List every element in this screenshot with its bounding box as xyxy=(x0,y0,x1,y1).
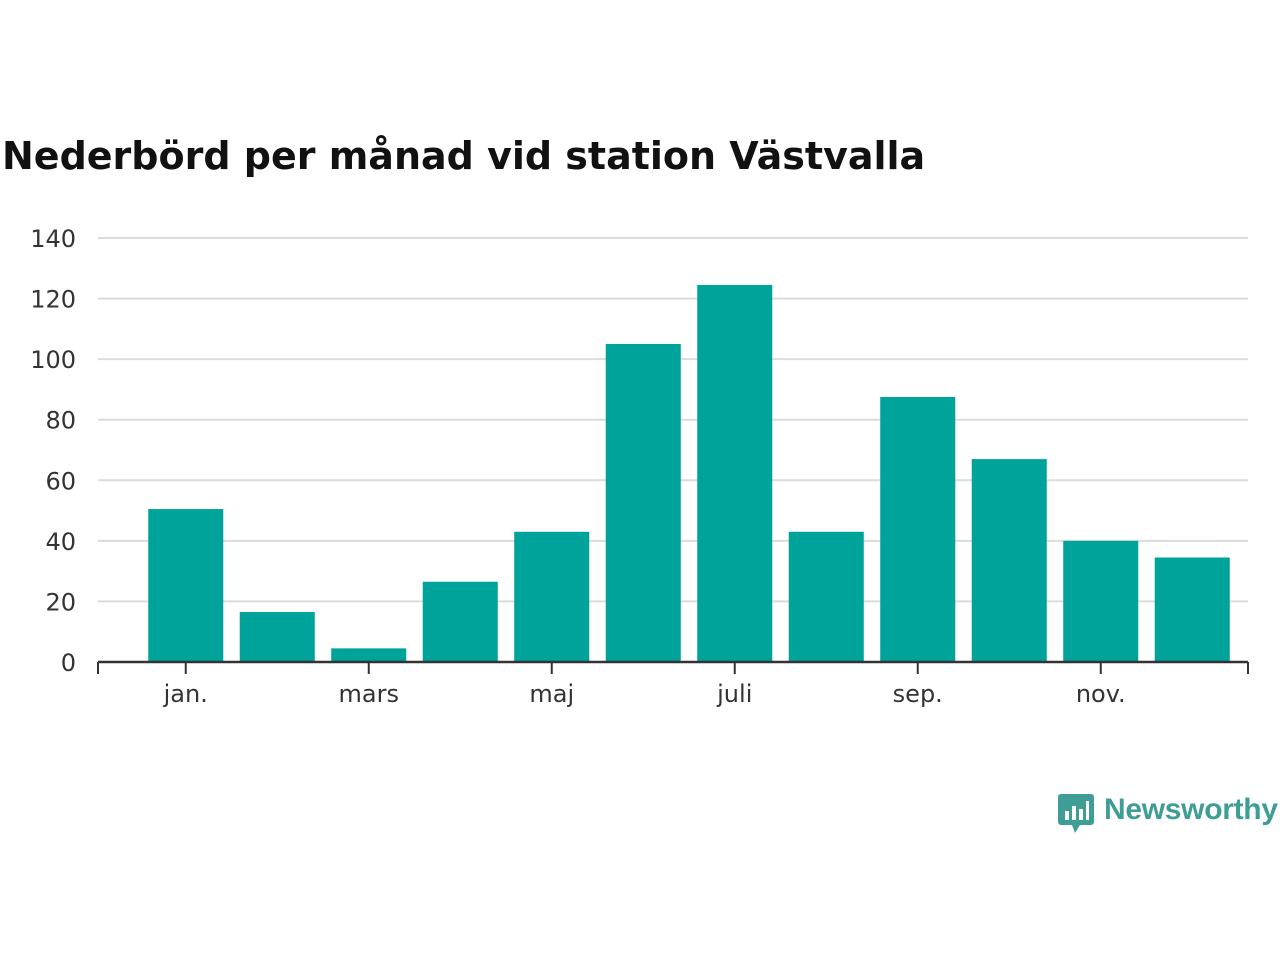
y-tick-label: 60 xyxy=(45,467,76,495)
x-tick-label: maj xyxy=(529,680,574,708)
bar-feb xyxy=(239,612,315,662)
x-tick-label: jan. xyxy=(163,680,208,708)
bar-dec xyxy=(1154,557,1230,662)
x-axis xyxy=(97,660,1249,674)
y-tick-label: 100 xyxy=(30,346,76,374)
x-axis-ticks: jan. mars maj juli sep. nov. xyxy=(163,662,1126,708)
y-tick-label: 20 xyxy=(45,588,76,616)
chart-title: Nederbörd per månad vid station Västvall… xyxy=(2,134,926,178)
bar-juni xyxy=(605,344,681,662)
x-tick-label: sep. xyxy=(893,680,943,708)
bar-mars xyxy=(331,648,407,662)
newsworthy-logo: Newsworthy xyxy=(1058,790,1278,838)
bar-aug xyxy=(788,531,864,662)
newsworthy-chart-icon xyxy=(1058,794,1094,833)
x-tick-label: mars xyxy=(339,680,399,708)
y-axis-ticks: 0 20 40 60 80 100 120 140 xyxy=(30,225,76,677)
bar-okt xyxy=(971,459,1047,662)
bars xyxy=(148,284,1230,662)
x-tick-label: nov. xyxy=(1076,680,1126,708)
y-tick-label: 80 xyxy=(45,407,76,435)
bar-apr xyxy=(422,581,498,662)
bar-juli xyxy=(697,284,773,662)
x-tick-label: juli xyxy=(716,680,752,708)
bar-jan xyxy=(148,509,224,662)
bar-maj xyxy=(514,531,590,662)
y-tick-label: 120 xyxy=(30,286,76,314)
bar-sep xyxy=(880,397,956,662)
y-tick-label: 0 xyxy=(61,649,76,677)
brand-name: Newsworthy xyxy=(1104,793,1278,826)
bar-nov xyxy=(1063,540,1139,662)
y-tick-label: 40 xyxy=(45,528,76,556)
y-tick-label: 140 xyxy=(30,225,76,253)
